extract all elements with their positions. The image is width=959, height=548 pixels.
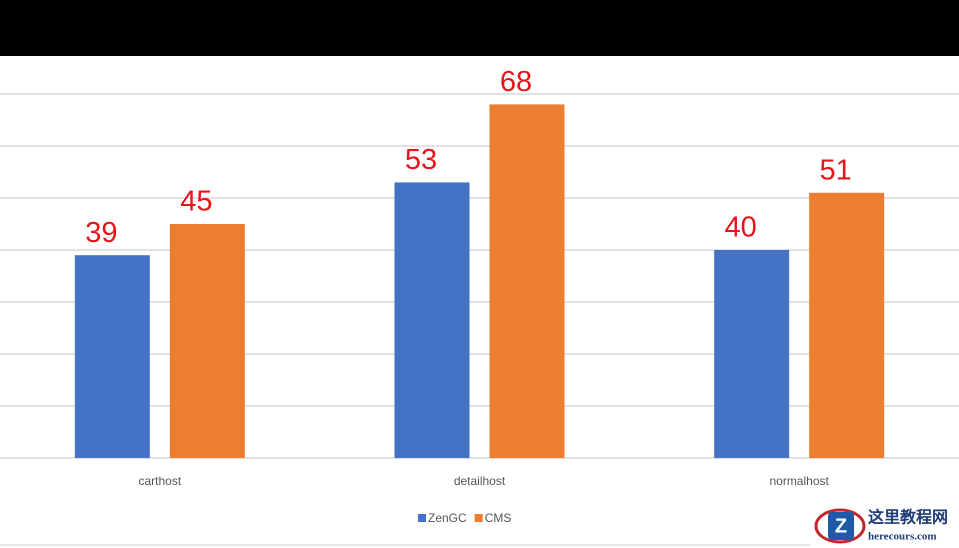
x-tick-label: carthost — [138, 474, 181, 488]
bar — [169, 224, 245, 458]
watermark-title: 这里教程网 — [868, 508, 948, 527]
x-tick-label: normalhost — [769, 474, 829, 488]
x-tick-label: detailhost — [454, 474, 506, 488]
bar — [714, 250, 790, 458]
watermark-url: herecours.com — [868, 531, 937, 543]
bar — [394, 182, 470, 458]
legend-swatch — [418, 514, 426, 522]
watermark-logo — [828, 512, 854, 540]
legend-label: ZenGC — [428, 511, 467, 525]
watermark: Z 这里教程网 herecours.com — [814, 508, 948, 544]
data-label: 51 — [820, 154, 852, 186]
legend-swatch — [474, 514, 483, 522]
watermark-logo: Z — [835, 515, 847, 537]
bar — [809, 192, 885, 459]
bar — [489, 104, 565, 459]
legend-label: CMS — [485, 511, 512, 525]
data-label: 39 — [85, 217, 117, 249]
data-label: 45 — [180, 186, 212, 218]
data-label: 68 — [500, 66, 532, 98]
bar — [74, 255, 150, 458]
data-label: 53 — [405, 144, 437, 176]
watermark-logo — [814, 508, 866, 544]
data-label: 40 — [725, 212, 757, 244]
header-band — [0, 0, 959, 56]
